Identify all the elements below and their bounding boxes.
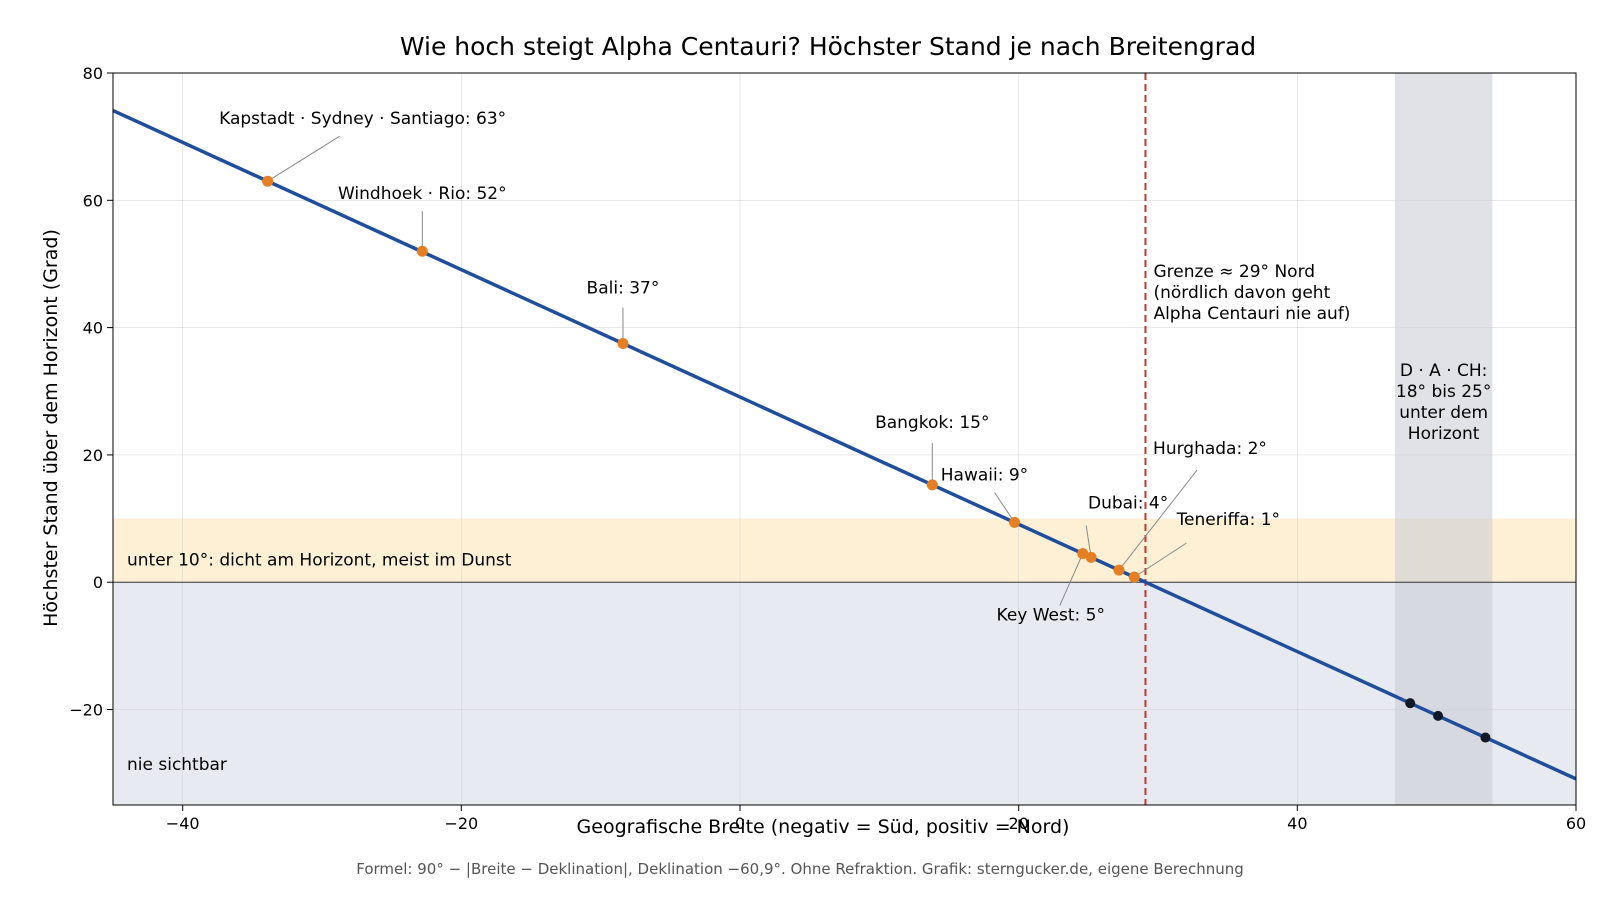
city-point <box>262 175 274 187</box>
city-point <box>1008 516 1020 528</box>
point-label: Key West: 5° <box>997 606 1105 626</box>
dach-label-line: D · A · CH: <box>1400 361 1488 381</box>
limit-label: Grenze ≈ 29° Nord (nördlich davon geht Alp… <box>1153 262 1350 324</box>
city-point <box>416 245 428 257</box>
y-tick-label: 40 <box>83 319 103 338</box>
y-axis-label: Höchster Stand über dem Horizont (Grad) <box>40 229 62 627</box>
point-label: Hurghada: 2° <box>1153 439 1267 459</box>
city-point <box>1128 571 1140 583</box>
x-tick-label: −40 <box>166 814 200 833</box>
never-visible-band <box>113 582 1576 805</box>
y-tick-label: −20 <box>69 701 103 720</box>
haze-band <box>113 518 1576 583</box>
dach-band <box>1394 73 1493 805</box>
plot-frame <box>112 72 1577 806</box>
x-tick-label: 20 <box>1008 814 1028 833</box>
x-axis-label: Geografische Breite (negativ = Süd, posi… <box>577 816 1070 838</box>
leader-line <box>1134 542 1187 578</box>
dach-label-line: Horizont <box>1408 424 1480 444</box>
dach-points <box>1405 698 1491 743</box>
dach-label-line: unter dem <box>1399 403 1488 423</box>
annotation-leaders <box>267 135 1198 606</box>
leader-line <box>1118 469 1198 571</box>
x-tick-label: −20 <box>444 814 478 833</box>
x-axis-ticks: −40 −20 0 20 40 60 <box>166 805 1586 833</box>
limit-label-line: (nördlich davon geht <box>1153 283 1330 303</box>
y-axis-ticks: −20 0 20 40 60 80 <box>69 64 113 720</box>
y-tick-label: 20 <box>83 446 103 465</box>
x-tick-label: 0 <box>735 814 745 833</box>
limit-label-line: Grenze ≈ 29° Nord <box>1153 262 1315 282</box>
point-label: Teneriffa: 1° <box>1176 510 1280 530</box>
point-label: Bangkok: 15° <box>875 413 989 433</box>
series-line <box>112 108 1577 781</box>
leader-line <box>1059 553 1084 606</box>
footnote: Formel: 90° − |Breite − Deklination|, De… <box>356 860 1244 878</box>
y-tick-label: 80 <box>83 64 103 83</box>
haze-band-label: unter 10°: dicht am Horizont, meist im D… <box>127 551 512 571</box>
city-point <box>617 338 629 350</box>
dach-point <box>1433 710 1444 721</box>
plot-area <box>112 72 1577 806</box>
city-point <box>926 479 938 491</box>
city-point <box>1085 551 1097 563</box>
point-label: Bali: 37° <box>587 279 660 299</box>
city-points <box>262 175 1140 583</box>
dach-label-line: 18° bis 25° <box>1396 382 1491 402</box>
dach-point <box>1405 698 1416 709</box>
leader-line <box>994 492 1015 523</box>
dach-label: D · A · CH: 18° bis 25° unter dem Horizont <box>1396 361 1491 444</box>
point-label: Kapstadt · Sydney · Santiago: 63° <box>219 109 506 129</box>
x-tick-label: 40 <box>1287 814 1307 833</box>
point-labels: Kapstadt · Sydney · Santiago: 63° Windhoe… <box>219 109 1280 625</box>
point-label: Windhoek · Rio: 52° <box>338 184 507 204</box>
limit-label-line: Alpha Centauri nie auf) <box>1153 304 1350 324</box>
city-point <box>1113 564 1125 576</box>
point-label: Dubai: 4° <box>1088 493 1168 513</box>
city-point <box>1077 548 1089 560</box>
point-label: Hawaii: 9° <box>941 465 1028 485</box>
x-tick-label: 60 <box>1566 814 1586 833</box>
y-tick-label: 0 <box>93 573 103 592</box>
y-tick-label: 60 <box>83 191 103 210</box>
dach-point <box>1480 732 1491 743</box>
never-visible-label: nie sichtbar <box>127 755 227 775</box>
chart-title: Wie hoch steigt Alpha Centauri? Höchster… <box>400 32 1256 61</box>
leader-line <box>267 135 340 182</box>
